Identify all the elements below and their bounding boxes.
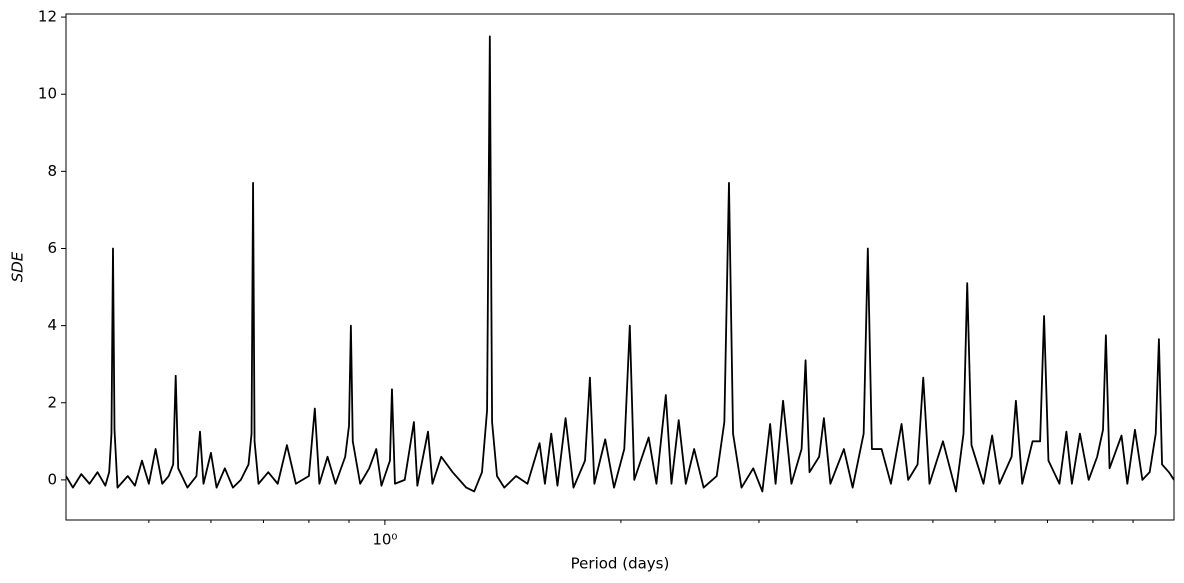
y-tick-label: 8 (47, 162, 57, 180)
plot-frame (65, 13, 1175, 521)
x-tick-label: 10⁰ (372, 531, 397, 549)
series-line (66, 35, 1174, 493)
y-tick-label: 6 (47, 239, 57, 257)
y-tick-label: 10 (38, 85, 57, 103)
y-tick-label: 0 (47, 470, 57, 488)
y-tick-label: 4 (47, 316, 57, 334)
y-tick-label: 12 (38, 8, 57, 26)
y-tick-label: 2 (47, 393, 57, 411)
x-axis-label: Period (days) (571, 555, 670, 573)
y-axis-label: SDE (9, 251, 27, 282)
